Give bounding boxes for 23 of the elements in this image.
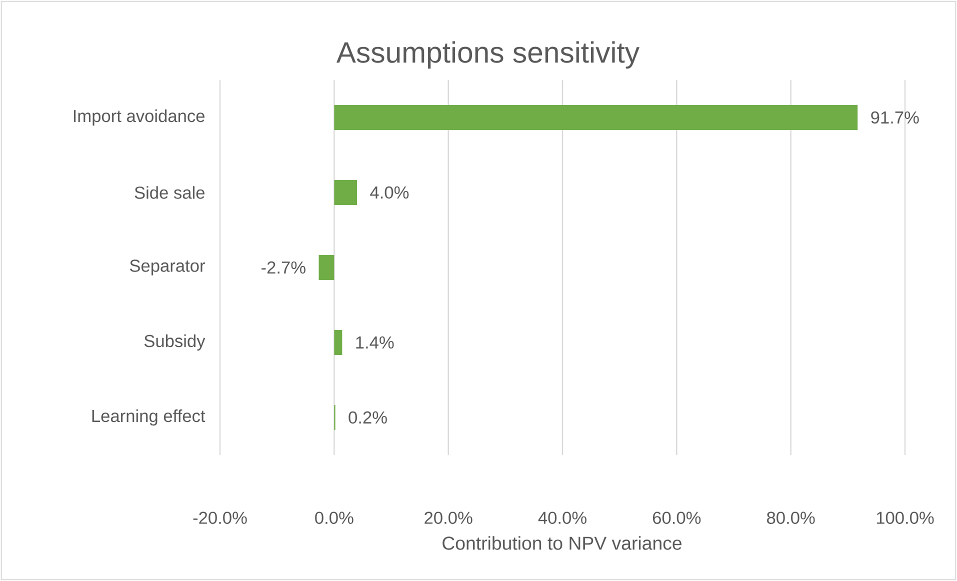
data-label: 0.2% [348,411,387,424]
x-tick-label: -20.0% [193,512,247,524]
bar [334,330,342,355]
bar [318,254,334,280]
bar [334,104,858,130]
x-axis-title: Contribution to NPV variance [442,536,682,550]
x-tick-label: 20.0% [424,512,472,524]
x-tick-label: 80.0% [767,512,815,524]
x-tick-label: 0.0% [315,512,354,524]
data-label: 91.7% [871,111,919,124]
y-tick-label: Separator [130,260,205,276]
y-tick-label: Subsidy [144,334,206,351]
y-tick-label: Side sale [134,186,204,199]
data-label: 4.0% [370,186,409,199]
chart-title: Assumptions sensitivity [336,41,640,69]
x-tick-label: 100.0% [876,512,934,524]
data-label: -2.7% [262,261,306,274]
bar [334,180,357,205]
y-tick-label: Import avoidance [74,109,204,126]
data-label: 1.4% [356,336,394,349]
x-tick-label: 60.0% [652,512,701,524]
x-tick-label: 40.0% [538,512,586,524]
y-tick-label: Learning effect [92,409,206,426]
